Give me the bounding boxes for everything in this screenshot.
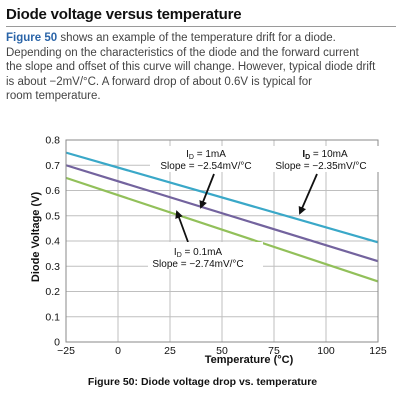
svg-text:ID = 10mA: ID = 10mA xyxy=(302,149,348,161)
heading-divider xyxy=(6,26,396,27)
series-line-s01 xyxy=(65,176,379,283)
annotation-1mA-sub: D xyxy=(189,154,194,161)
y-axis-label: Diode Voltage (V) xyxy=(30,192,42,283)
annotation-10mA-current: = 10mA xyxy=(310,149,348,160)
annotation-01mA-current: = 0.1mA xyxy=(182,247,223,258)
annotation-01mA: ID = 0.1mA Slope = −2.74mV/°C xyxy=(148,210,263,270)
svg-text:ID = 1mA: ID = 1mA xyxy=(186,149,226,161)
x-tick-label: −25 xyxy=(57,345,75,357)
chart-gridlines xyxy=(66,140,378,342)
annotation-10mA: ID = 10mA Slope = −2.35mV/°C xyxy=(262,146,380,215)
annotation-1mA-current: = 1mA xyxy=(194,149,226,160)
paragraph-line-5: room temperature. xyxy=(6,90,101,102)
y-tick-label: 0.5 xyxy=(45,210,60,222)
annotation-10mA-I: I xyxy=(302,149,305,160)
figure-caption: Figure 50: Diode voltage drop vs. temper… xyxy=(87,376,318,388)
y-tick-label: 0 xyxy=(54,337,60,349)
paragraph-line-1: shows an example of the temperature drif… xyxy=(57,32,336,44)
y-tick-label: 0.7 xyxy=(45,160,60,172)
annotation-1mA-I: I xyxy=(186,149,189,160)
y-tick-label: 0.2 xyxy=(45,286,60,298)
annotation-1mA-arrow xyxy=(199,173,215,209)
chart-series xyxy=(65,151,379,283)
y-tick-label: 0.4 xyxy=(45,236,60,248)
figure-reference: Figure 50 xyxy=(6,32,58,44)
x-axis-label: Temperature (°C) xyxy=(205,354,294,366)
annotation-10mA-arrow xyxy=(298,173,318,215)
paragraph-line-4: is about −2mV/°C. A forward drop of abou… xyxy=(6,75,312,88)
x-tick-label: 50 xyxy=(216,345,228,357)
plot-frame xyxy=(65,139,379,343)
x-tick-label: 75 xyxy=(268,345,280,357)
svg-text:ID = 0.1mA: ID = 0.1mA xyxy=(174,247,222,259)
annotation-01mA-arrow xyxy=(175,210,189,243)
series-line-s1 xyxy=(65,164,379,263)
annotation-1mA-slope: Slope = −2.54mV/°C xyxy=(160,161,251,172)
page-heading: Diode voltage versus temperature xyxy=(6,6,242,23)
y-tick-label: 0.8 xyxy=(45,135,60,147)
annotation-01mA-sub: D xyxy=(177,252,182,259)
intro-paragraph: Figure 50 shows an example of the temper… xyxy=(6,31,401,104)
series-line-s10 xyxy=(65,151,379,244)
annotation-10mA-slope: Slope = −2.35mV/°C xyxy=(275,161,366,172)
x-tick-label: 0 xyxy=(115,345,121,357)
annotation-10mA-sub: D xyxy=(305,154,310,161)
y-tick-label: 0.6 xyxy=(45,185,60,197)
chart-ticks: 00.10.20.30.40.50.60.70.8−25 0 25 50 75 100 12… xyxy=(45,135,387,358)
x-tick-label: 125 xyxy=(369,345,387,357)
y-tick-label: 0.3 xyxy=(45,261,60,273)
x-tick-label: 25 xyxy=(164,345,176,357)
paragraph-line-3: the slope and offset of this curve will … xyxy=(6,61,376,73)
x-tick-label: 100 xyxy=(317,345,335,357)
annotation-1mA: ID = 1mA Slope = −2.54mV/°C xyxy=(150,146,265,209)
paragraph-line-2: Depending on the characteristics of the … xyxy=(6,46,359,59)
annotation-01mA-slope: Slope = −2.74mV/°C xyxy=(152,259,243,270)
y-tick-label: 0.1 xyxy=(45,311,60,323)
annotation-01mA-I: I xyxy=(174,247,177,258)
